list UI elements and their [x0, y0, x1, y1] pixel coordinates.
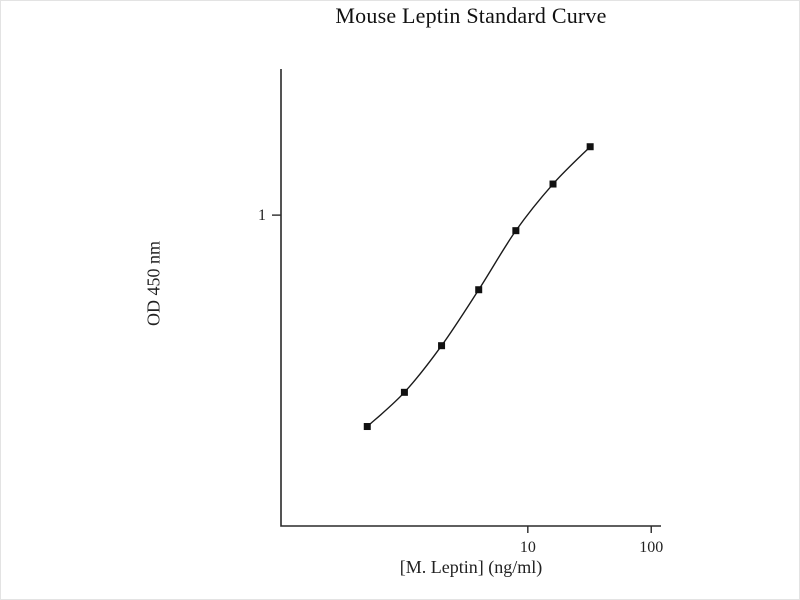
y-axis-label: OD 450 nm — [143, 241, 164, 326]
data-point — [512, 227, 520, 235]
axes — [280, 69, 661, 527]
data-point — [400, 388, 408, 396]
data-point — [549, 180, 557, 188]
y-tick-label: 1 — [258, 207, 266, 224]
x-tick-label: 10 — [520, 539, 536, 556]
data-point — [475, 286, 483, 294]
data-point — [438, 342, 446, 350]
x-axis-label: [M. Leptin] (ng/ml) — [399, 557, 543, 577]
data-point — [363, 423, 371, 431]
x-tick-label: 100 — [639, 539, 663, 556]
data-point — [586, 143, 594, 151]
chart-title: Mouse Leptin Standard Curve — [335, 3, 607, 28]
